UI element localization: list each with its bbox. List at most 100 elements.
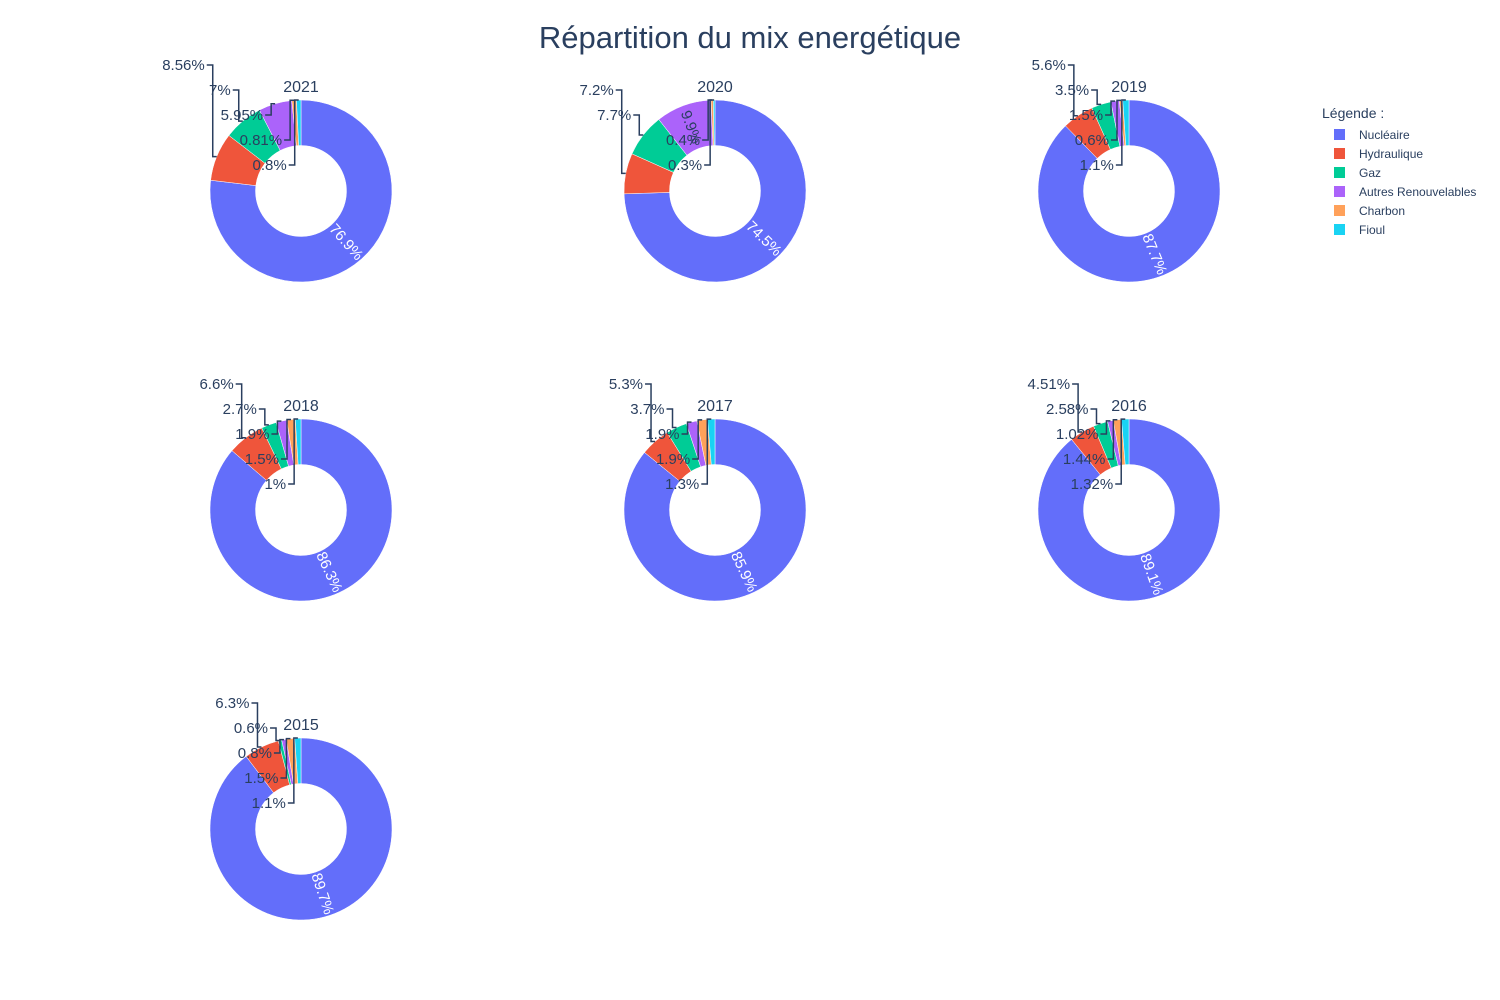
legend-label: Charbon: [1359, 203, 1406, 218]
leader-line: [615, 89, 626, 175]
legend-label: Nucléaire: [1359, 127, 1410, 142]
legend-title: Légende :: [1322, 105, 1385, 121]
donut-title: 2021: [283, 79, 319, 96]
legend-swatch: [1334, 148, 1345, 159]
leader-line: [1090, 408, 1101, 425]
legend-swatch: [1334, 129, 1345, 140]
leader-line: [1107, 418, 1118, 460]
slice-label: 1.9%: [645, 426, 679, 443]
legend-swatch: [1334, 186, 1345, 197]
leader-line: [1105, 100, 1116, 116]
slice-label: 1.9%: [235, 426, 269, 443]
slice-label: 5.6%: [1032, 57, 1066, 74]
slice-label: 2.7%: [223, 401, 257, 418]
leader-line: [251, 702, 262, 748]
leader-line: [258, 408, 269, 426]
donut-slice[interactable]: [1037, 99, 1221, 283]
slice-label: 7.2%: [580, 82, 614, 99]
leader-line: [1072, 383, 1083, 433]
leader-line: [1115, 99, 1126, 166]
slice-label: 1.5%: [245, 451, 279, 468]
leader-line: [270, 727, 281, 742]
slice-label: 1.5%: [1069, 107, 1103, 124]
slice-label: 5.3%: [609, 376, 643, 393]
leader-line: [1111, 99, 1122, 141]
slice-label: 0.4%: [666, 132, 700, 149]
legend-swatch: [1334, 167, 1345, 178]
leader-line: [288, 418, 299, 485]
legend-label: Hydraulique: [1359, 146, 1424, 161]
leader-line: [704, 99, 715, 166]
leader-line: [692, 419, 703, 460]
legend-label: Autres Renouvelables: [1359, 184, 1477, 199]
leader-line: [273, 738, 284, 754]
slice-label: 1%: [264, 476, 286, 493]
leader-line: [284, 99, 295, 141]
slice-label: 6.3%: [215, 695, 249, 712]
slice-label: 1.02%: [1056, 426, 1099, 443]
donut-title: 2019: [1111, 79, 1147, 96]
slice-label: 1.32%: [1071, 476, 1114, 493]
leader-line: [645, 383, 656, 443]
legend-label: Gaz: [1359, 165, 1382, 180]
leader-line: [280, 737, 291, 779]
donut-title: 2015: [283, 717, 319, 734]
donut-title: 2016: [1111, 398, 1147, 415]
leader-line: [232, 89, 243, 122]
slice-label: 0.8%: [253, 157, 287, 174]
leader-line: [281, 418, 292, 460]
leader-line: [633, 114, 644, 136]
leader-line: [287, 737, 298, 804]
slice-label: 1.5%: [244, 770, 278, 787]
slice-label: 5.95%: [221, 107, 264, 124]
donut-slice[interactable]: [623, 418, 807, 602]
donut-slice[interactable]: [209, 99, 393, 283]
donut-title: 2018: [283, 398, 319, 415]
donut-title: 2017: [697, 398, 733, 415]
leader-line: [666, 408, 677, 429]
leader-line: [681, 421, 692, 435]
leader-line: [265, 102, 276, 116]
legend-item[interactable]: Autres Renouvelables: [1322, 182, 1476, 201]
slice-label: 1.3%: [665, 476, 699, 493]
slice-label: 0.81%: [240, 132, 283, 149]
leader-line: [206, 64, 217, 158]
legend-swatch: [1334, 205, 1345, 216]
leader-line: [701, 418, 712, 485]
slice-label: 1.1%: [252, 795, 286, 812]
legend: Légende : Nucléaire Hydraulique Gaz Autres …: [1322, 105, 1476, 239]
legend-label: Fioul: [1359, 222, 1386, 237]
slice-label: 0.6%: [1075, 132, 1109, 149]
slice-label: 1.44%: [1063, 451, 1106, 468]
leader-line: [1067, 64, 1078, 117]
donut-slice[interactable]: [623, 99, 807, 283]
legend-item[interactable]: Charbon: [1322, 201, 1476, 220]
donut-title: 2020: [697, 79, 733, 96]
leader-line: [1115, 418, 1126, 485]
leader-line: [235, 383, 246, 439]
donut-slice[interactable]: [209, 737, 393, 921]
legend-item[interactable]: Fioul: [1322, 220, 1476, 239]
slice-label: 3.7%: [630, 401, 664, 418]
slice-label: 6.6%: [199, 376, 233, 393]
legend-item[interactable]: Hydraulique: [1322, 144, 1476, 163]
slice-label: 8.56%: [162, 57, 205, 74]
leader-line: [1091, 89, 1102, 106]
legend-item[interactable]: Gaz: [1322, 163, 1476, 182]
leader-line: [1100, 420, 1111, 435]
slice-label: 7.7%: [597, 107, 631, 124]
leader-line: [288, 99, 299, 166]
slice-label: 7%: [209, 82, 231, 99]
donut-slice[interactable]: [209, 418, 393, 602]
slice-label: 3.5%: [1055, 82, 1089, 99]
slice-label: 2.58%: [1046, 401, 1089, 418]
legend-swatch: [1334, 224, 1345, 235]
slice-label: 1.9%: [656, 451, 690, 468]
legend-item[interactable]: Nucléaire: [1322, 125, 1476, 144]
donut-slice[interactable]: [1037, 418, 1221, 602]
slice-label: 4.51%: [1028, 376, 1071, 393]
slice-label: 0.8%: [238, 745, 272, 762]
slice-label: 0.6%: [234, 720, 268, 737]
chart-title: Répartition du mix energétique: [538, 20, 962, 55]
